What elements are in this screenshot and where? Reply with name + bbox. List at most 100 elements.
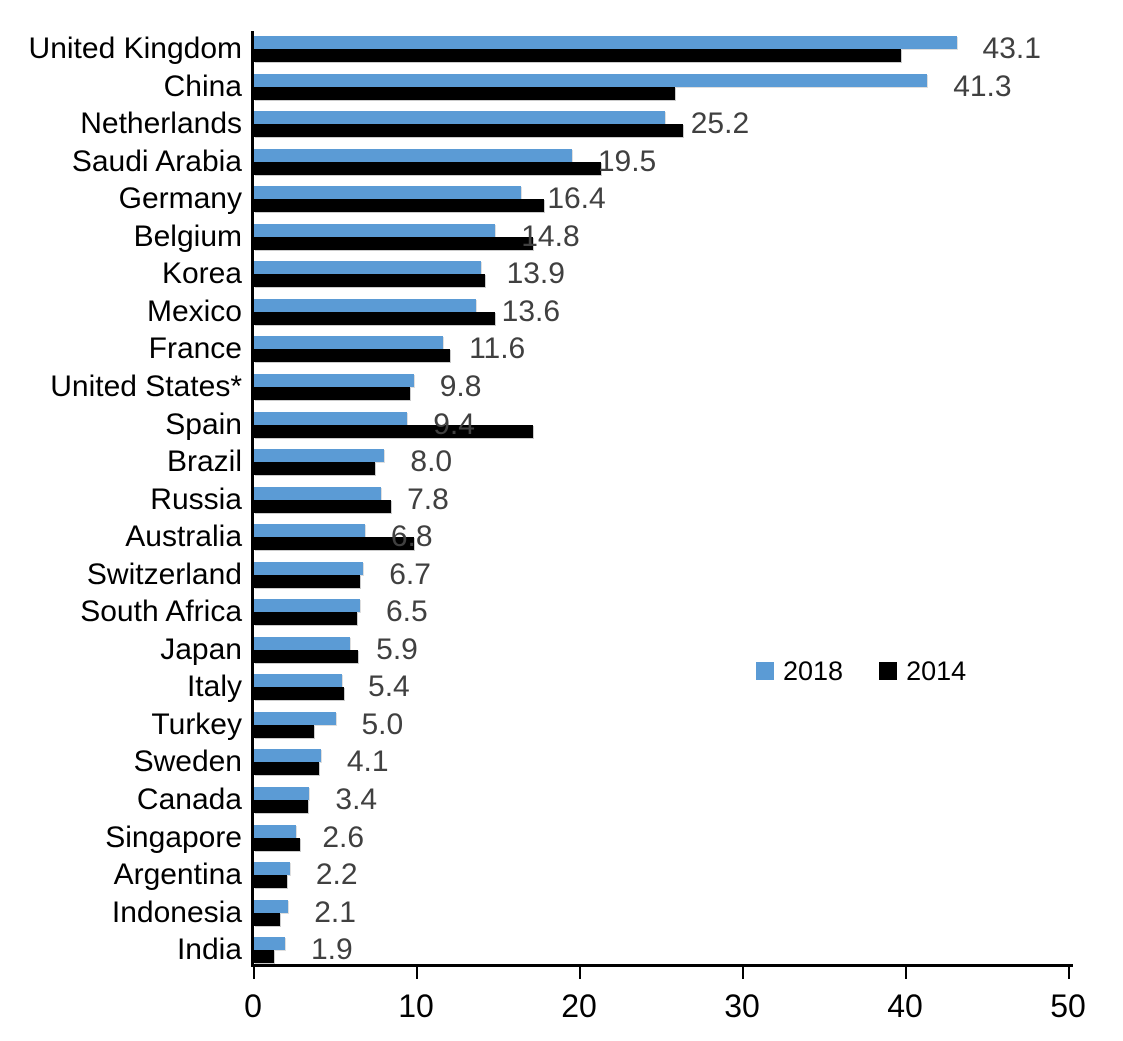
bar-2018 [254, 937, 285, 951]
value-label: 11.6 [469, 332, 526, 366]
bar-2018 [254, 636, 351, 650]
bar-2014 [254, 274, 486, 288]
bar-2014 [254, 687, 344, 701]
category-label: Netherlands [80, 107, 242, 141]
bar-2018 [254, 36, 957, 49]
bar-2018 [254, 449, 385, 463]
category-label: Spain [165, 407, 242, 441]
bar-2014 [254, 837, 300, 851]
bar-2014 [254, 724, 315, 738]
bar-2018 [254, 373, 414, 387]
x-axis-tick-label: 20 [561, 988, 597, 1024]
legend-item-2014: 2014 [879, 656, 966, 687]
legend-swatch-2014 [879, 662, 898, 680]
bar-2014 [254, 574, 360, 588]
value-label: 25.2 [690, 107, 750, 141]
bar-2018 [254, 711, 336, 725]
bar-2014 [254, 612, 357, 626]
value-label: 5.9 [376, 632, 418, 666]
bar-2018 [254, 336, 444, 350]
x-axis-tick [416, 967, 418, 979]
x-axis-tick [905, 967, 907, 979]
bar-2014 [254, 386, 411, 400]
bar-2014 [254, 349, 450, 363]
category-label: Saudi Arabia [71, 144, 242, 178]
value-label: 16.4 [547, 182, 606, 216]
bar-2014 [254, 161, 602, 175]
category-label: India [176, 933, 242, 967]
bar-2014 [254, 912, 281, 926]
bar-2018 [254, 824, 297, 838]
category-label: Turkey [151, 707, 242, 741]
bar-2018 [254, 524, 365, 538]
bar-2014 [254, 462, 375, 476]
x-axis-tick-label: 50 [1050, 988, 1086, 1024]
bar-2014 [254, 49, 902, 62]
bar-2018 [254, 148, 572, 162]
category-label: Sweden [133, 745, 242, 779]
bar-2018 [254, 298, 476, 312]
bar-2018 [254, 899, 289, 913]
value-label: 2.1 [314, 895, 356, 929]
value-label: 3.4 [335, 783, 378, 816]
bar-2018 [254, 787, 310, 800]
value-label: 6.7 [389, 557, 431, 591]
bar-2014 [254, 499, 391, 513]
x-axis-tick-label: 10 [398, 988, 434, 1024]
value-label: 5.0 [361, 707, 404, 741]
bar-2018 [254, 73, 928, 87]
bar-2014 [254, 424, 533, 438]
value-label: 6.5 [385, 595, 428, 629]
x-axis-tick-label: 0 [244, 988, 262, 1024]
x-axis-tick-label: 40 [887, 988, 923, 1024]
bar-2018 [254, 186, 522, 200]
legend-label-2018: 2018 [783, 655, 844, 686]
bar-2018 [254, 749, 321, 763]
value-label: 5.4 [368, 670, 410, 704]
value-label: 1.9 [310, 933, 353, 967]
bar-2014 [254, 875, 287, 889]
bar-2014 [254, 762, 320, 776]
bar-2018 [254, 862, 290, 876]
legend-swatch-2018 [756, 662, 774, 680]
bar-2014 [254, 199, 545, 213]
category-label: Indonesia [111, 895, 242, 929]
bar-2018 [254, 223, 496, 237]
x-axis-line [251, 964, 1073, 967]
category-label: Mexico [146, 294, 242, 328]
category-label: Japan [160, 632, 242, 666]
x-axis-tick [253, 967, 255, 979]
category-label: South Africa [80, 595, 242, 629]
category-label: Australia [125, 520, 242, 554]
value-label: 13.9 [506, 257, 565, 291]
y-axis-line [251, 31, 254, 967]
category-label: Belgium [133, 219, 242, 253]
value-label: 2.6 [322, 820, 365, 854]
value-label: 9.4 [433, 407, 475, 441]
bar-2018 [254, 111, 665, 125]
legend: 2018 2014 [756, 655, 966, 687]
bar-2014 [254, 236, 533, 250]
bar-2014 [254, 800, 308, 813]
value-label: 7.8 [407, 482, 449, 516]
bar-2018 [254, 411, 408, 425]
bar-2014 [254, 124, 683, 138]
bar-2014 [254, 950, 274, 964]
value-label: 43.1 [982, 32, 1041, 65]
category-label: France [148, 332, 242, 366]
bar-2014 [254, 649, 359, 663]
bar-2018 [254, 261, 481, 275]
x-axis-tick-label: 30 [724, 988, 760, 1024]
value-label: 6.8 [390, 520, 433, 554]
value-label: 14.8 [521, 219, 580, 253]
category-label: China [163, 69, 242, 103]
x-axis-tick [1068, 967, 1070, 979]
category-label: Brazil [166, 445, 242, 479]
value-label: 4.1 [346, 745, 389, 779]
value-label: 8.0 [410, 445, 453, 479]
category-label: Italy [186, 670, 242, 704]
bar-2018 [254, 599, 360, 613]
bar-2014 [254, 86, 675, 100]
